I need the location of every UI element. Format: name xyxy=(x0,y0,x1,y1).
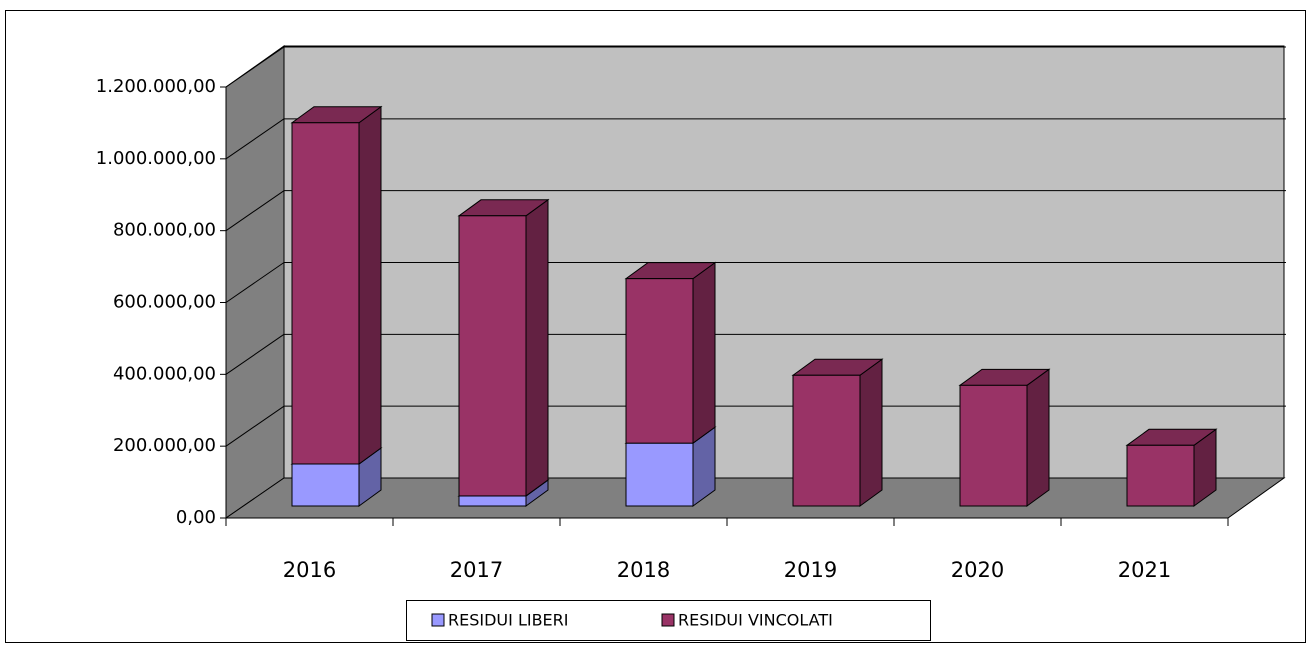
x-tick-label: 2018 xyxy=(617,558,670,582)
legend-label: RESIDUI LIBERI xyxy=(448,611,569,630)
bar xyxy=(291,463,360,507)
y-tick-label: 200.000,00 xyxy=(113,435,216,456)
floor xyxy=(224,477,1286,519)
bar-side xyxy=(525,198,549,497)
legend-swatch xyxy=(661,613,675,627)
x-tick-label: 2019 xyxy=(784,558,837,582)
x-tick-label: 2016 xyxy=(283,558,336,582)
grid-line-side xyxy=(225,46,285,88)
legend-swatch xyxy=(431,613,445,627)
bar xyxy=(291,122,360,465)
bar-side xyxy=(692,261,716,445)
y-tick-label: 1.200.000,00 xyxy=(96,76,216,97)
y-tick-label: 600.000,00 xyxy=(113,292,216,313)
bar-side xyxy=(358,105,382,465)
bar xyxy=(458,495,527,507)
bar xyxy=(1126,444,1195,507)
bar xyxy=(792,374,861,507)
y-tick-label: 400.000,00 xyxy=(113,363,216,384)
bar-side xyxy=(1026,368,1050,507)
bar xyxy=(625,442,694,507)
bar-side xyxy=(859,358,883,507)
bar xyxy=(458,215,527,497)
x-tick-label: 2020 xyxy=(951,558,1004,582)
x-tick-label: 2017 xyxy=(450,558,503,582)
grid-line-side xyxy=(225,405,285,447)
x-tick-label: 2021 xyxy=(1118,558,1171,582)
grid-line-side xyxy=(225,262,285,303)
grid-line-side xyxy=(225,190,285,232)
y-tick-label: 0,00 xyxy=(176,507,216,528)
y-tick-label: 800.000,00 xyxy=(113,220,216,241)
y-tick-label: 1.000.000,00 xyxy=(96,148,216,169)
legend-label: RESIDUI VINCOLATI xyxy=(678,611,833,630)
grid-line-side xyxy=(225,333,285,375)
bar xyxy=(959,384,1028,507)
grid-line-side xyxy=(225,118,285,160)
bar xyxy=(625,278,694,444)
